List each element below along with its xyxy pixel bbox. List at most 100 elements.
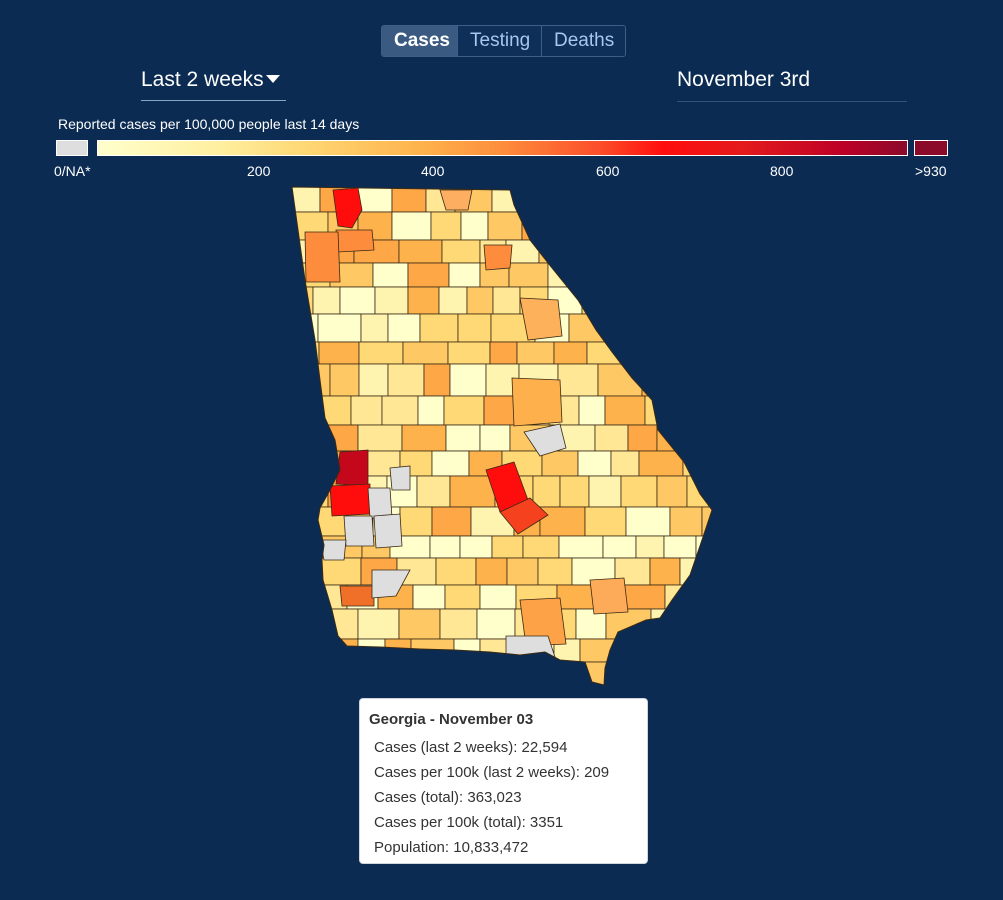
county-shape-orange[interactable] xyxy=(335,229,375,253)
county-shape[interactable] xyxy=(511,377,563,427)
county-shape[interactable] xyxy=(448,262,481,288)
county-shape[interactable] xyxy=(706,286,745,315)
county-shape-orange[interactable] xyxy=(339,585,375,607)
tab-cases[interactable]: Cases xyxy=(382,26,457,56)
county-shape[interactable] xyxy=(694,584,728,610)
county-shape[interactable] xyxy=(534,661,579,690)
tab-deaths[interactable]: Deaths xyxy=(541,26,625,56)
county-shape[interactable] xyxy=(605,608,652,640)
county-shape[interactable] xyxy=(407,262,450,288)
county-shape[interactable] xyxy=(441,239,481,264)
county-shape[interactable] xyxy=(420,661,454,690)
county-shape[interactable] xyxy=(285,661,325,690)
county-shape[interactable] xyxy=(632,262,660,288)
county-shape[interactable] xyxy=(559,211,593,241)
county-shape[interactable] xyxy=(431,506,472,537)
county-shape[interactable] xyxy=(431,450,470,477)
county-shape[interactable] xyxy=(539,506,586,537)
county-shape[interactable] xyxy=(627,424,658,452)
county-shape[interactable] xyxy=(285,475,329,508)
county-shape[interactable] xyxy=(435,557,477,586)
county-shape[interactable] xyxy=(620,475,658,508)
county-shape[interactable] xyxy=(557,363,599,397)
county-shape[interactable] xyxy=(516,341,555,365)
county-shape[interactable] xyxy=(479,424,511,452)
county-shape[interactable] xyxy=(285,584,321,610)
county-shape-na[interactable] xyxy=(505,635,557,661)
county-shape[interactable] xyxy=(644,638,681,663)
county-shape[interactable] xyxy=(466,286,494,315)
county-shape[interactable] xyxy=(357,608,400,640)
county-shape-orange[interactable] xyxy=(304,231,341,283)
county-shape[interactable] xyxy=(611,239,658,264)
county-shape[interactable] xyxy=(625,506,671,537)
county-shape[interactable] xyxy=(635,535,665,559)
county-shape[interactable] xyxy=(584,506,627,537)
county-shape[interactable] xyxy=(668,211,704,241)
county-shape[interactable] xyxy=(387,363,425,397)
county-shape[interactable] xyxy=(407,286,440,315)
county-shape[interactable] xyxy=(703,185,748,213)
county-shape-na[interactable] xyxy=(343,515,375,547)
county-shape[interactable] xyxy=(360,313,389,343)
county-shape[interactable] xyxy=(680,608,725,640)
county-shape[interactable] xyxy=(568,313,613,343)
county-shape[interactable] xyxy=(604,395,646,426)
county-shape[interactable] xyxy=(285,638,326,663)
county-shape[interactable] xyxy=(475,557,508,586)
county-shape-orange[interactable] xyxy=(439,189,473,211)
county-shape[interactable] xyxy=(553,341,588,365)
county-shape[interactable] xyxy=(571,239,613,264)
county-shape-hotspot[interactable] xyxy=(335,449,369,487)
county-shape[interactable] xyxy=(701,395,732,426)
county-shape[interactable] xyxy=(357,424,403,452)
county-shape[interactable] xyxy=(623,584,666,610)
county-shape[interactable] xyxy=(578,395,606,426)
county-shape-hotspot[interactable] xyxy=(499,497,549,535)
county-shape[interactable] xyxy=(629,185,672,213)
county-shape[interactable] xyxy=(577,661,608,690)
county-shape[interactable] xyxy=(285,424,321,452)
county-shape[interactable] xyxy=(285,608,325,640)
county-shape[interactable] xyxy=(492,286,521,315)
county-shape[interactable] xyxy=(702,211,733,241)
county-shape[interactable] xyxy=(398,608,441,640)
county-shape[interactable] xyxy=(399,506,433,537)
county-shape[interactable] xyxy=(489,341,518,365)
county-shape[interactable] xyxy=(285,450,323,477)
county-shape[interactable] xyxy=(669,506,703,537)
county-shape[interactable] xyxy=(357,638,386,663)
county-shape[interactable] xyxy=(559,475,590,508)
county-shape[interactable] xyxy=(384,638,412,663)
county-shape[interactable] xyxy=(387,313,421,343)
county-shape[interactable] xyxy=(452,661,495,690)
county-shape[interactable] xyxy=(318,557,362,586)
county-shape[interactable] xyxy=(579,638,618,663)
county-shape[interactable] xyxy=(479,584,517,610)
county-shape[interactable] xyxy=(449,475,496,508)
county-shape-orange[interactable] xyxy=(589,577,629,615)
county-shape[interactable] xyxy=(638,450,684,477)
county-shape[interactable] xyxy=(641,363,676,397)
county-shape[interactable] xyxy=(537,557,573,586)
county-shape[interactable] xyxy=(597,185,631,213)
county-shape[interactable] xyxy=(321,395,352,426)
county-shape[interactable] xyxy=(685,313,731,343)
county-shape[interactable] xyxy=(410,638,455,663)
county-shape[interactable] xyxy=(669,661,701,690)
county-shape[interactable] xyxy=(319,424,359,452)
county-shape[interactable] xyxy=(538,239,573,264)
county-shape-na[interactable] xyxy=(389,465,411,491)
county-shape[interactable] xyxy=(541,450,579,477)
county-shape[interactable] xyxy=(329,363,360,397)
county-shape[interactable] xyxy=(703,363,738,397)
county-shape[interactable] xyxy=(650,608,682,640)
county-shape[interactable] xyxy=(689,239,724,264)
county-shape[interactable] xyxy=(312,286,341,315)
county-shape[interactable] xyxy=(656,239,691,264)
county-shape[interactable] xyxy=(285,395,323,426)
county-shape[interactable] xyxy=(656,475,688,508)
county-shape[interactable] xyxy=(567,185,599,213)
county-shape[interactable] xyxy=(602,535,637,559)
county-shape[interactable] xyxy=(355,661,396,690)
